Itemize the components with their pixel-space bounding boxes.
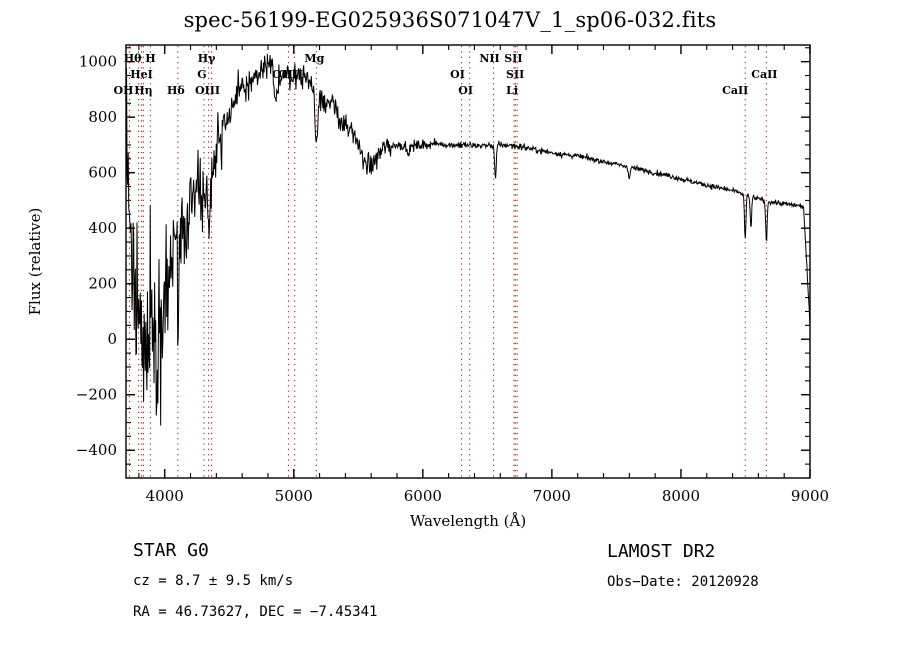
y-tick-label: 1000 — [79, 53, 117, 71]
y-axis-title: Flux (relative) — [26, 208, 44, 316]
spectral-line-label: Hθ — [124, 52, 142, 65]
spectral-line-label: H — [145, 52, 155, 65]
spectrum-trace — [126, 53, 810, 426]
footer-survey-name: LAMOST DR2 — [607, 541, 716, 562]
x-tick-label: 8000 — [662, 487, 700, 505]
y-tick-label: 800 — [88, 108, 117, 126]
spectral-line-markers — [128, 46, 767, 477]
spectral-line-label: OI — [450, 68, 465, 81]
page-title: spec-56199-EG025936S071047V_1_sp06-032.f… — [183, 8, 717, 32]
y-tick-label: 600 — [88, 164, 117, 182]
footer-obs-date: Obs−Date: 20120928 — [607, 574, 759, 590]
spectral-line-label: SII — [504, 52, 522, 65]
x-tick-label: 9000 — [791, 487, 829, 505]
spectral-line-label: OIII — [272, 68, 297, 81]
spectral-line-label: CaII — [751, 68, 777, 81]
x-tick-label: 7000 — [533, 487, 571, 505]
y-tick-label: −200 — [76, 386, 117, 404]
spectral-line-label: Hγ — [198, 52, 216, 65]
footer-coordinates: RA = 46.73627, DEC = −7.45341 — [133, 604, 378, 620]
spectral-line-label: Mg — [304, 52, 324, 65]
x-tick-label: 5000 — [275, 487, 313, 505]
spectrum-polyline — [126, 53, 810, 426]
axis-ticks — [126, 45, 811, 479]
spectral-line-label: Hδ — [167, 84, 185, 97]
y-tick-label: 0 — [107, 330, 117, 348]
spectral-line-label: G — [197, 68, 206, 81]
spectral-line-label: OIII — [195, 84, 220, 97]
plot-frame — [125, 44, 811, 479]
axis-labels: 4000 5000 6000 7000 8000 9000 −400 −200 0 200 400 6… — [26, 53, 829, 530]
spectral-line-label: HeI — [130, 68, 153, 81]
spectral-line-label: OI — [458, 84, 473, 97]
spectral-line-label: CaII — [722, 84, 748, 97]
spectral-line-label: NII — [479, 52, 499, 65]
x-tick-label: 6000 — [404, 487, 442, 505]
y-tick-label: 200 — [88, 275, 117, 293]
spectral-line-label: SII — [506, 68, 524, 81]
spectral-line-label: OII — [114, 84, 134, 97]
footer-star-class: STAR G0 — [133, 540, 209, 561]
spectral-line-label: Hη — [134, 84, 152, 97]
x-axis-title: Wavelength (Å) — [410, 512, 526, 530]
spectral-line-label: Li — [506, 84, 518, 97]
y-tick-label: 400 — [88, 219, 117, 237]
y-tick-label: −400 — [76, 441, 117, 459]
spectral-line-label: OIII — [278, 68, 303, 81]
x-tick-label: 4000 — [146, 487, 184, 505]
footer-redshift-velocity: cz = 8.7 ± 9.5 km/s — [133, 573, 294, 589]
